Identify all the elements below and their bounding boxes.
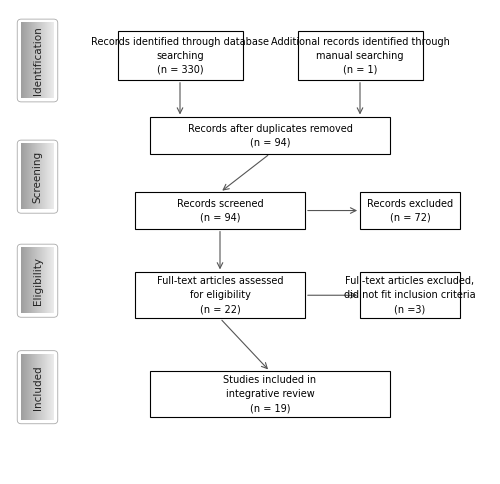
Text: Eligibility: Eligibility — [32, 257, 42, 305]
Bar — [135, 272, 305, 318]
Text: Records identified through database
searching
(n = 330): Records identified through database sear… — [91, 37, 269, 75]
Text: Records excluded
(n = 72): Records excluded (n = 72) — [367, 198, 453, 223]
Bar — [298, 31, 422, 80]
Text: Records screened
(n = 94): Records screened (n = 94) — [176, 198, 264, 223]
Text: Identification: Identification — [32, 26, 42, 95]
Bar — [150, 118, 390, 154]
Bar — [118, 31, 242, 80]
Text: Records after duplicates removed
(n = 94): Records after duplicates removed (n = 94… — [188, 123, 352, 148]
Text: Screening: Screening — [32, 151, 42, 203]
Text: Full-text articles excluded,
did not fit inclusion criteria
(n =3): Full-text articles excluded, did not fit… — [344, 276, 476, 314]
Bar — [360, 272, 460, 318]
Text: Additional records identified through
manual searching
(n = 1): Additional records identified through ma… — [270, 37, 450, 75]
Bar — [360, 193, 460, 229]
Text: Studies included in
integrative review
(n = 19): Studies included in integrative review (… — [224, 376, 316, 413]
Bar — [135, 193, 305, 229]
Text: Full-text articles assessed
for eligibility
(n = 22): Full-text articles assessed for eligibil… — [157, 276, 283, 314]
Text: Included: Included — [32, 365, 42, 409]
Bar — [150, 372, 390, 417]
